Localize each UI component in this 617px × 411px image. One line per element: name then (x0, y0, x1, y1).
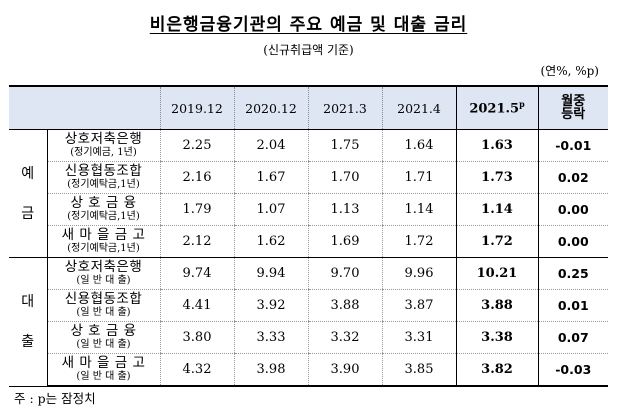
rate-cell: 3.38 (455, 321, 539, 354)
table-row: 신용협동조합 (일 반 대 출) 4.41 3.92 3.88 3.87 3.88 0.01 (9, 289, 608, 322)
institution-cell: 상호저축은행 (일 반 대 출) (46, 257, 160, 290)
rate-cell: 1.69 (307, 225, 382, 258)
rate-cell: 1.13 (307, 193, 382, 226)
rate-cell: 2.12 (159, 225, 234, 258)
table-row: 신용협동조합 (정기예탁금,1년) 2.16 1.67 1.70 1.71 1.73 0.02 (9, 161, 608, 194)
table-row: 새 마 을 금 고 (일 반 대 출) 4.32 3.98 3.90 3.85 3.82 -0… (9, 353, 608, 387)
rate-cell: 1.70 (307, 161, 382, 194)
rate-cell: 3.82 (455, 353, 539, 387)
table-row: 상 호 금 융 (일 반 대 출) 3.80 3.33 3.32 3.31 3.38 0.07 (9, 321, 608, 354)
institution-cell: 신용협동조합 (정기예탁금,1년) (47, 161, 160, 194)
header-2020-12: 2020.12 (233, 85, 308, 130)
rate-cell: 1.07 (233, 193, 308, 226)
rate-cell: 1.79 (159, 193, 234, 226)
product-type: (일 반 대 출) (76, 274, 131, 286)
change-cell: 0.00 (537, 225, 608, 258)
rate-cell: 2.16 (159, 161, 234, 194)
header-blank (9, 85, 160, 130)
rate-cell: 3.32 (307, 321, 382, 354)
rate-cell: 3.90 (307, 353, 382, 387)
table-row: 예 금 상호저축은행 (정기예금, 1년) 2.25 2.04 1.75 1.64 1.63-… (9, 129, 608, 258)
header-2021-3: 2021.3 (307, 85, 382, 130)
group-deposit: 예 금 (9, 129, 48, 258)
rate-cell: 3.88 (307, 289, 382, 322)
product-type: (일 반 대 출) (76, 338, 131, 350)
product-type: (정기예탁금,1년) (67, 178, 140, 190)
rate-cell: 9.94 (233, 257, 308, 290)
institution-name: 상호저축은행 (64, 130, 143, 147)
institution-name: 상 호 금 융 (70, 194, 137, 211)
change-cell: -0.01 (537, 129, 608, 162)
rate-cell: 1.67 (233, 161, 308, 194)
rate-cell: 2.04 (233, 129, 308, 162)
institution-name: 새 마 을 금 고 (61, 354, 146, 371)
rate-cell: 3.33 (233, 321, 308, 354)
rate-cell: 3.92 (233, 289, 308, 322)
product-type: (일 반 대 출) (76, 306, 131, 318)
institution-cell: 상 호 금 융 (일 반 대 출) (47, 321, 160, 354)
rate-cell: 9.96 (381, 257, 456, 290)
rate-cell: 9.70 (307, 257, 382, 290)
institution-cell: 신용협동조합 (일 반 대 출) (47, 289, 160, 322)
rate-cell: 10.21 (455, 257, 539, 290)
rate-cell: 1.63 (455, 129, 539, 162)
product-type: (일 반 대 출) (76, 370, 131, 382)
group-loan: 대 출 (9, 257, 48, 387)
header-row: 2019.12 2020.12 2021.3 2021.4 2021.5p 월중… (9, 85, 608, 130)
rate-cell: 3.98 (233, 353, 308, 387)
institution-name: 상호저축은행 (64, 258, 143, 275)
change-cell: 0.00 (537, 193, 608, 226)
rate-cell: 3.31 (381, 321, 456, 354)
institution-name: 새 마 을 금 고 (61, 226, 146, 243)
rate-cell: 1.72 (381, 225, 456, 258)
header-2019-12: 2019.12 (159, 85, 234, 130)
table-row: 새 마 을 금 고 (정기예탁금,1년) 2.12 1.62 1.69 1.72 1.72 0… (9, 225, 608, 258)
rate-cell: 1.75 (307, 129, 382, 162)
rate-cell: 1.14 (381, 193, 456, 226)
rate-cell: 3.85 (381, 353, 456, 387)
rate-cell: 3.80 (159, 321, 234, 354)
document-title: 비은행금융기관의 주요 예금 및 대출 금리 (149, 15, 468, 35)
table-row: 대 출 상호저축은행 (일 반 대 출) 9.74 9.94 9.70 9.96 10.21 0… (9, 257, 608, 387)
product-type: (정기예금, 1년) (70, 146, 137, 158)
change-cell: 0.07 (537, 321, 608, 354)
footnote: 주 : p는 잠정치 (14, 391, 96, 406)
rate-cell: 1.73 (455, 161, 539, 194)
rate-cell: 3.88 (455, 289, 539, 322)
institution-name: 상 호 금 융 (70, 322, 137, 339)
institution-cell: 상 호 금 융 (정기예탁금,1년) (47, 193, 160, 226)
table-row: 상 호 금 융 (정기예탁금,1년) 1.79 1.07 1.13 1.14 1.14 0.0… (9, 193, 608, 226)
rate-cell: 2.25 (159, 129, 234, 162)
header-2021-4: 2021.4 (381, 85, 456, 130)
rate-cell: 3.87 (381, 289, 456, 322)
change-cell: 0.02 (537, 161, 608, 194)
rate-cell: 1.62 (233, 225, 308, 258)
unit-label: (연%, %p) (540, 64, 599, 78)
change-cell: -0.03 (537, 353, 608, 387)
institution-name: 신용협동조합 (64, 162, 143, 179)
change-cell: 0.25 (537, 257, 608, 290)
rate-cell: 4.32 (159, 353, 234, 387)
header-2021-5: 2021.5p (455, 85, 539, 130)
rate-cell: 1.71 (381, 161, 456, 194)
rate-cell: 4.41 (159, 289, 234, 322)
institution-cell: 상호저축은행 (정기예금, 1년) (46, 129, 160, 162)
institution-cell: 새 마 을 금 고 (일 반 대 출) (47, 353, 160, 387)
product-type: (정기예탁금,1년) (67, 242, 140, 254)
institution-cell: 새 마 을 금 고 (정기예탁금,1년) (47, 225, 160, 258)
header-monthly-change: 월중 등락 (537, 85, 608, 130)
subtitle: (신규취급액 기준) (263, 43, 354, 57)
rate-cell: 1.64 (381, 129, 456, 162)
change-cell: 0.01 (537, 289, 608, 322)
rate-cell: 1.14 (455, 193, 539, 226)
rate-cell: 1.72 (455, 225, 539, 258)
interest-rate-table: 2019.12 2020.12 2021.3 2021.4 2021.5p 월중… (9, 85, 608, 387)
rate-cell: 9.74 (159, 257, 234, 290)
product-type: (정기예탁금,1년) (67, 210, 140, 222)
institution-name: 신용협동조합 (64, 290, 143, 307)
